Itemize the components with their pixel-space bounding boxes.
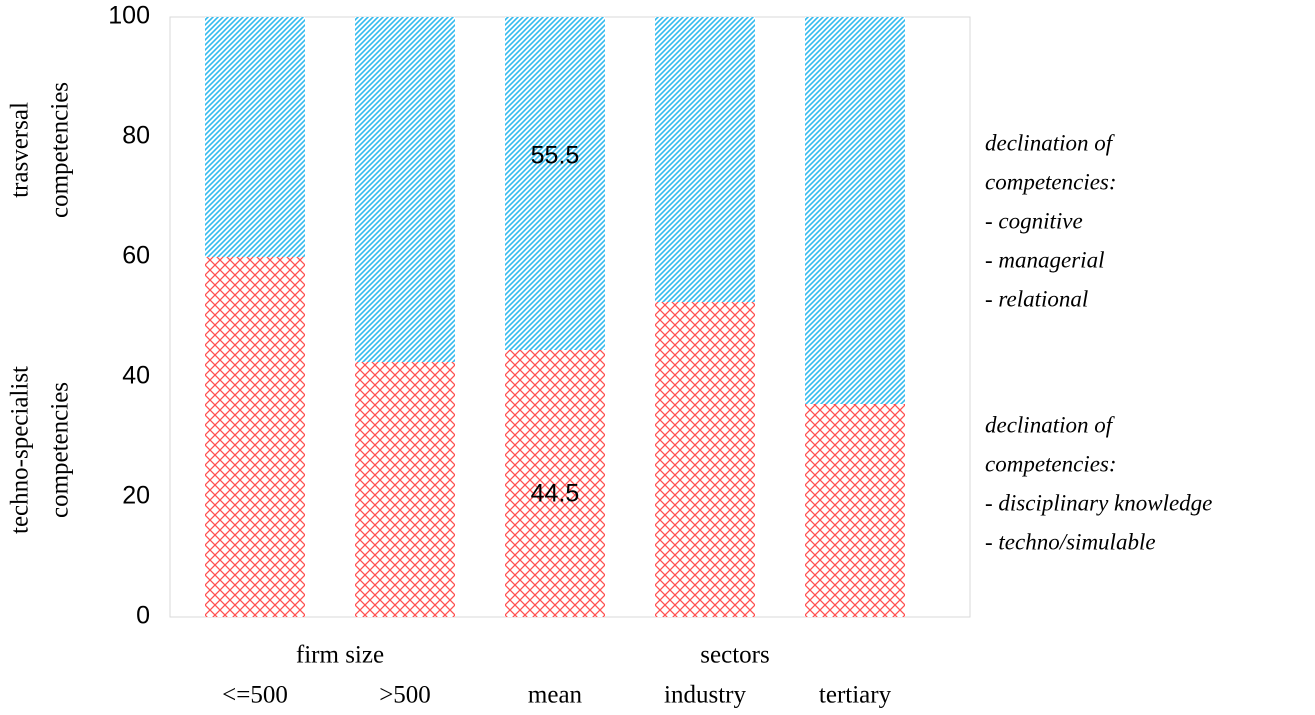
x-tick-label: industry xyxy=(664,682,746,709)
y-tick-label: 100 xyxy=(108,2,150,30)
annotation: declination of xyxy=(985,412,1116,437)
bar-segment xyxy=(505,350,605,617)
bar-segment xyxy=(505,17,605,350)
bar-segment xyxy=(655,17,755,302)
y-group-label: competencies xyxy=(47,82,74,218)
annotation: - disciplinary knowledge xyxy=(985,490,1212,515)
annotation: competencies: xyxy=(985,169,1117,194)
annotation: - techno/simulable xyxy=(985,529,1156,554)
y-tick-label: 0 xyxy=(136,602,150,630)
annotation: - managerial xyxy=(985,247,1104,272)
bar-segment xyxy=(805,404,905,617)
x-tick-label: <=500 xyxy=(222,682,288,709)
x-tick-label: >500 xyxy=(379,682,431,709)
bar-segment xyxy=(205,17,305,257)
y-group-label: trasversal xyxy=(7,102,34,198)
x-tick-label: mean xyxy=(528,682,583,709)
annotation: - cognitive xyxy=(985,208,1083,233)
bar-segment xyxy=(355,17,455,362)
x-tick-label: tertiary xyxy=(819,682,892,709)
bar-segment xyxy=(655,302,755,617)
data-label: 55.5 xyxy=(531,142,580,170)
bar-segment xyxy=(805,17,905,404)
y-tick-label: 40 xyxy=(122,362,150,390)
bar-segment xyxy=(355,362,455,617)
group-label: sectors xyxy=(700,642,769,669)
y-group-label: competencies xyxy=(47,382,74,518)
y-tick-label: 20 xyxy=(122,482,150,510)
y-tick-label: 60 xyxy=(122,242,150,270)
y-group-label: techno-specialist xyxy=(7,366,34,534)
bar-segment xyxy=(205,257,305,617)
annotation: competencies: xyxy=(985,451,1117,476)
y-tick-label: 80 xyxy=(122,122,150,150)
group-label: firm size xyxy=(296,642,384,669)
data-label: 44.5 xyxy=(531,480,580,508)
annotation: declination of xyxy=(985,130,1116,155)
annotation: - relational xyxy=(985,286,1088,311)
